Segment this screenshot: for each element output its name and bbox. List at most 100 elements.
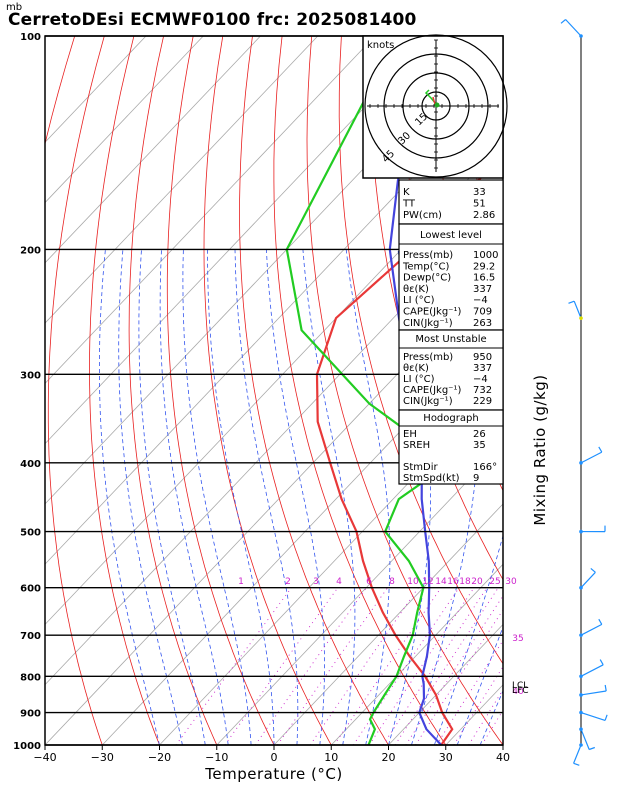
lowest-level-box: [398, 223, 504, 331]
index-label: Press(mb): [403, 352, 453, 363]
index-value: 2.86: [473, 210, 495, 221]
pressure-tick-label: 600: [20, 584, 41, 595]
mixing-ratio-line: [352, 587, 460, 745]
index-value: 9: [473, 473, 479, 484]
index-value: 950: [473, 352, 492, 363]
pressure-tick-label: 300: [20, 370, 41, 381]
mixing-ratio-line: [254, 587, 367, 745]
index-label: CAPE(Jkg⁻¹): [403, 307, 461, 318]
mixing-ratio-line: [309, 587, 419, 745]
x-tick-label: −40: [33, 751, 56, 764]
section-title: Hodograph: [423, 413, 478, 424]
wind-barb: [573, 744, 582, 764]
wind-level-dot: [579, 633, 583, 637]
index-value: 166°: [473, 462, 497, 473]
dry-adiabat-line: [239, 36, 389, 745]
hodograph-units-label: knots: [367, 40, 394, 51]
index-label: θε(K): [403, 363, 429, 374]
dry-adiabat-line: [578, 36, 618, 745]
wind-barb: [580, 690, 607, 696]
temperature-line: [315, 152, 503, 745]
mixing-ratio-line: [453, 665, 503, 745]
wind-barb: [580, 571, 596, 589]
moist-adiabat-line: [138, 249, 206, 745]
dry-adiabat-line: [338, 36, 503, 665]
isotherm-line: [45, 36, 261, 264]
index-value: 709: [473, 307, 492, 318]
dry-adiabat-line: [166, 36, 275, 745]
mixing-ratio-line: [333, 587, 442, 745]
moist-adiabat-line: [234, 249, 299, 745]
wind-level-dot: [579, 34, 583, 38]
isotherm-line: [45, 36, 204, 204]
mixing-ratio-line: [224, 587, 339, 745]
wind-barb-flag: [560, 19, 566, 24]
wind-barb: [580, 711, 606, 721]
mixing-ratio-label: 1: [238, 577, 244, 587]
wind-level-dot: [579, 710, 583, 715]
hodograph-ring: [364, 34, 508, 178]
mixing-ratio-label: 30: [505, 577, 517, 587]
mixing-ratio-axis-label: Mixing Ratio (g/kg): [531, 374, 549, 525]
mixing-ratio-label: 8: [389, 577, 395, 587]
index-label: Temp(°C): [402, 261, 450, 272]
wind-barb: [580, 728, 590, 750]
pressure-tick-label: 500: [20, 528, 41, 539]
section-title: Most Unstable: [415, 334, 486, 345]
moist-adiabat-line: [159, 249, 229, 745]
index-value: 33: [473, 187, 486, 198]
x-axis-label: Temperature (°C): [204, 765, 342, 783]
index-value: 51: [473, 199, 486, 210]
mixing-ratio-label: 10: [407, 577, 419, 587]
wind-level-dot: [579, 693, 583, 697]
index-label: SREH: [403, 440, 430, 451]
lcl-label: LCL: [512, 681, 528, 691]
dry-adiabat-line: [89, 36, 160, 745]
wind-barb-flag: [588, 746, 596, 751]
mixing-ratio-label: 14: [435, 577, 447, 587]
pressure-tick-label: 100: [20, 32, 41, 43]
index-label: CAPE(Jkg⁻¹): [403, 385, 461, 396]
mixing-ratio-label: 25: [489, 577, 500, 587]
index-value: 337: [473, 284, 492, 295]
plot-frame: [44, 35, 504, 750]
index-value: 229: [473, 396, 492, 407]
mixing-ratio-line: [405, 595, 503, 745]
chart-title: CerretoDEsi ECMWF0100 frc: 2025081400: [8, 10, 417, 30]
pressure-tick-label: 800: [20, 672, 41, 683]
mixing-ratio-label: 16: [447, 577, 459, 587]
isotherm-line: [216, 443, 503, 745]
index-label: TT: [402, 199, 416, 210]
index-value: 29.2: [473, 261, 495, 272]
mixing-ratio-line: [394, 587, 499, 745]
mixing-ratio-label: 12: [422, 577, 433, 587]
x-tick-label: −20: [148, 751, 171, 764]
mixing-ratio-line: [368, 587, 475, 745]
index-value: −4: [473, 295, 488, 306]
wind-barb-flag: [598, 446, 603, 453]
wind-barb: [580, 664, 604, 677]
pressure-tick-label: 900: [20, 709, 41, 720]
wind-level-dot: [579, 743, 583, 747]
moist-adiabat-line: [266, 249, 325, 745]
moist-adiabat-line: [302, 249, 356, 745]
isotherm-line: [331, 563, 503, 745]
background-lines: [45, 36, 618, 745]
mixing-ratio-line: [382, 587, 488, 745]
index-value: 337: [473, 363, 492, 374]
dry-adiabat-line: [489, 36, 503, 143]
wind-barb-flag: [598, 618, 603, 625]
mixing-ratio-label: 3: [313, 577, 319, 587]
isotherm-line: [45, 262, 503, 745]
mixing-ratio-line: [481, 709, 503, 745]
mixing-ratio-line: [415, 609, 503, 745]
pressure-tick-label: 700: [20, 631, 41, 642]
dry-adiabat-line: [608, 36, 618, 745]
storm-motion-marker: [434, 102, 440, 108]
dry-adiabat-line: [203, 36, 332, 745]
dry-adiabat-line: [306, 36, 503, 745]
wind-barb: [565, 19, 582, 37]
pressure-unit: mb: [6, 2, 23, 13]
